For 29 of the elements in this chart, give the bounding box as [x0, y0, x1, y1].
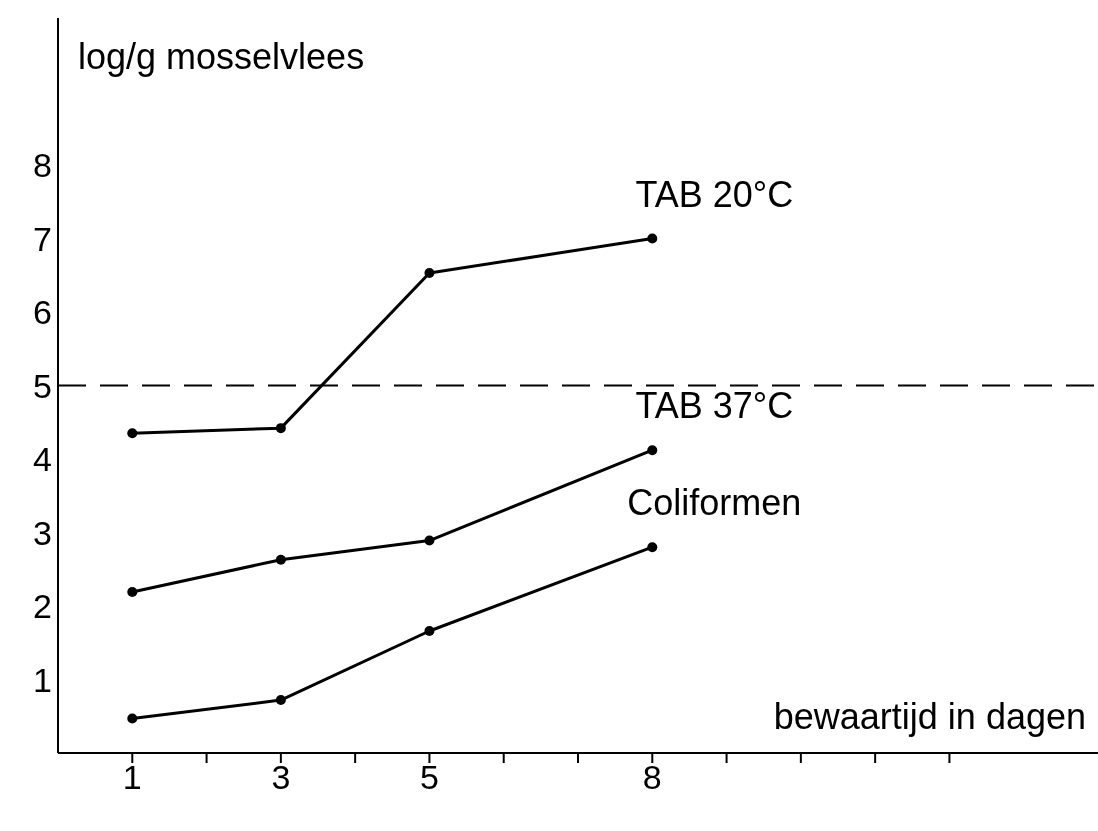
y-tick-label: 4 — [33, 440, 52, 479]
series-label: TAB 37°C — [635, 385, 794, 427]
y-tick-label: 7 — [33, 219, 52, 258]
x-tick-label: 5 — [419, 758, 439, 797]
point — [127, 587, 138, 598]
point — [424, 535, 435, 546]
y-tick-label: 5 — [33, 366, 52, 405]
y-tick-label: 1 — [33, 660, 52, 699]
x-tick-label: 8 — [642, 758, 662, 797]
series-label: TAB 20°C — [635, 173, 794, 215]
point — [275, 423, 286, 434]
y-axis-title: log/g mosselvlees — [78, 36, 365, 78]
point — [275, 554, 286, 565]
x-tick-label: 1 — [122, 758, 142, 797]
y-tick-label: 8 — [33, 146, 52, 185]
point — [647, 542, 658, 553]
point — [647, 445, 658, 456]
x-axis-title: bewaartijd in dagen — [773, 696, 1086, 738]
y-tick-label: 3 — [33, 513, 52, 552]
point — [647, 233, 658, 244]
point — [275, 695, 286, 706]
y-tick-label: 2 — [33, 587, 52, 626]
y-tick-label: 6 — [33, 293, 52, 332]
point — [424, 268, 435, 279]
series-label: Coliformen — [627, 482, 802, 524]
x-tick-label: 3 — [271, 758, 291, 797]
point — [424, 625, 435, 636]
point — [127, 713, 138, 724]
point — [127, 428, 138, 439]
